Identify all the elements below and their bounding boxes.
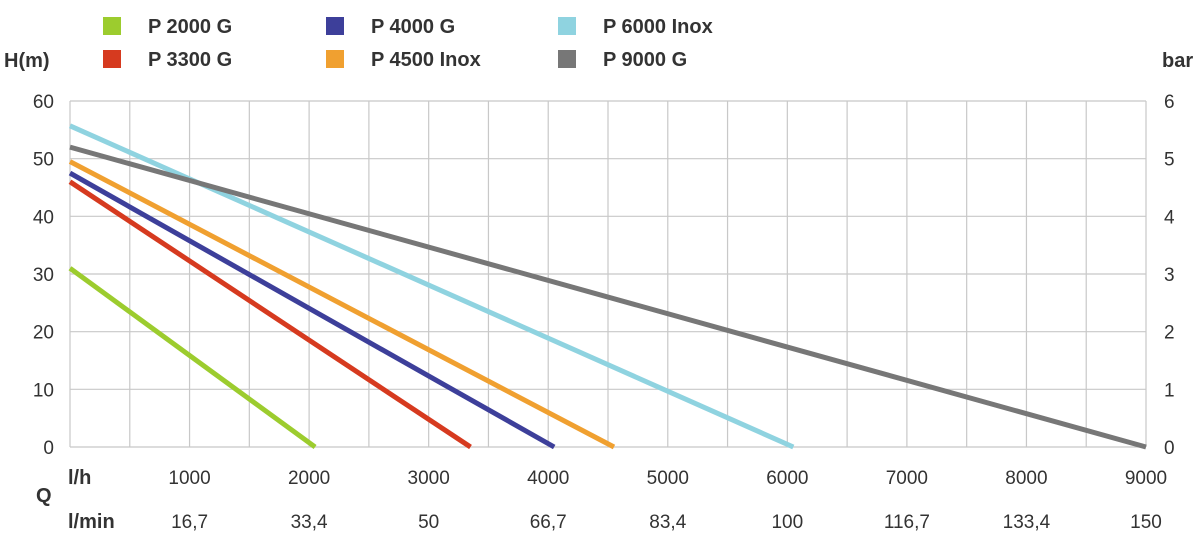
y-tick-label-left: 10 xyxy=(33,380,54,401)
legend-swatch-2 xyxy=(326,17,344,35)
y-tick-label-right: 0 xyxy=(1164,438,1175,459)
legend-label-4: P 6000 Inox xyxy=(603,16,713,38)
axis-ticks: 0 0 10 1 20 2 30 3 40 4 50 5 60 6 1000 16,7 2000 33,4 3000… xyxy=(33,92,1175,533)
y-tick-label-left: 60 xyxy=(33,92,54,113)
y-tick-label-left: 20 xyxy=(33,323,54,344)
x-tick-label-bottom: 100 xyxy=(771,512,803,533)
y-tick-label-right: 6 xyxy=(1164,92,1175,113)
x-tick-label-bottom: 50 xyxy=(418,512,439,533)
x-tick-label-top: 4000 xyxy=(527,468,569,489)
x-tick-label-top: 8000 xyxy=(1005,468,1047,489)
y-tick-label-right: 3 xyxy=(1164,265,1175,286)
x-tick-label-bottom: 16,7 xyxy=(171,512,208,533)
x-tick-label-bottom: 33,4 xyxy=(291,512,328,533)
x-axis-unit-top: l/h xyxy=(68,467,91,489)
series-line-1 xyxy=(68,179,472,450)
y-tick-label-right: 5 xyxy=(1164,150,1175,171)
x-tick-label-top: 2000 xyxy=(288,468,330,489)
series-line-2 xyxy=(68,170,556,450)
x-tick-label-bottom: 116,7 xyxy=(884,512,930,533)
y-axis-right-label: bar xyxy=(1162,50,1193,72)
x-axis-label: Q xyxy=(36,485,52,507)
x-tick-label-top: 5000 xyxy=(647,468,689,489)
x-axis-unit-bottom: l/min xyxy=(68,511,115,533)
legend-swatch-4 xyxy=(558,17,576,35)
series-line-0 xyxy=(68,266,317,450)
legend-label-2: P 4000 G xyxy=(371,16,455,38)
y-tick-label-left: 0 xyxy=(43,438,54,459)
series-lines xyxy=(68,123,1147,450)
x-tick-label-bottom: 66,7 xyxy=(530,512,567,533)
legend-swatch-1 xyxy=(103,50,121,68)
x-tick-label-top: 6000 xyxy=(766,468,808,489)
legend: P 2000 G P 3300 G P 4000 G P 4500 Inox P 600… xyxy=(103,16,713,71)
y-tick-label-right: 1 xyxy=(1164,380,1175,401)
grid xyxy=(69,100,1147,448)
legend-label-0: P 2000 G xyxy=(148,16,232,38)
x-tick-label-top: 7000 xyxy=(886,468,928,489)
y-tick-label-left: 50 xyxy=(33,150,54,171)
y-tick-label-right: 2 xyxy=(1164,323,1175,344)
legend-label-3: P 4500 Inox xyxy=(371,49,481,71)
series-line-3 xyxy=(68,159,616,450)
y-tick-label-right: 4 xyxy=(1164,207,1175,228)
x-tick-label-top: 9000 xyxy=(1125,468,1167,489)
legend-label-5: P 9000 G xyxy=(603,49,687,71)
y-axis-left-label: H(m) xyxy=(4,50,50,72)
y-tick-label-left: 40 xyxy=(33,207,54,228)
y-tick-label-left: 30 xyxy=(33,265,54,286)
legend-swatch-3 xyxy=(326,50,344,68)
series-line-5 xyxy=(69,144,1147,450)
x-tick-label-bottom: 133,4 xyxy=(1003,512,1051,533)
legend-swatch-0 xyxy=(103,17,121,35)
legend-swatch-5 xyxy=(558,50,576,68)
legend-label-1: P 3300 G xyxy=(148,49,232,71)
series-line-4 xyxy=(68,123,795,450)
x-tick-label-bottom: 150 xyxy=(1130,512,1162,533)
x-tick-label-top: 3000 xyxy=(408,468,450,489)
x-tick-label-bottom: 83,4 xyxy=(649,512,686,533)
x-tick-label-top: 1000 xyxy=(168,468,210,489)
